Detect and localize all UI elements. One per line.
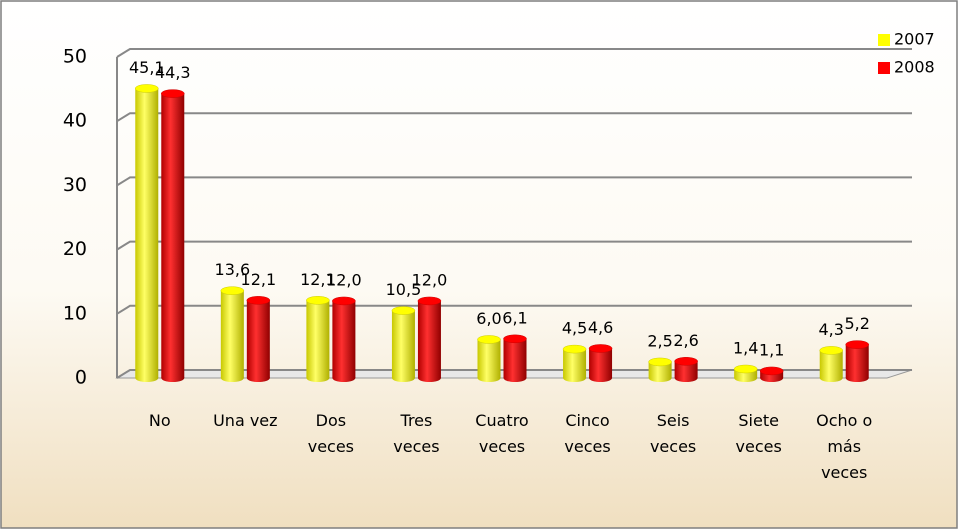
y-tick-label: 0 [75,367,87,389]
value-label: 12,0 [412,270,448,289]
value-label: 1,4 [733,339,758,358]
x-tick-label: Dos veces [307,411,355,456]
value-label: 4,6 [588,318,613,337]
bar-cap [246,296,271,305]
bar [135,88,159,378]
y-tick-label: 40 [63,110,87,132]
value-label: 44,3 [155,63,191,82]
bar-base [734,374,758,382]
grid-line [116,48,912,58]
bar-base [648,374,672,382]
x-tick-label: Seis veces [649,411,697,456]
x-tick-label: Siete veces [735,411,782,456]
x-tick-label: Cinco veces [564,411,611,456]
x-tick-label: No [148,411,171,430]
bar [819,350,843,378]
grid-line [116,176,912,187]
value-label: 12,1 [300,270,336,289]
bar-cap [135,84,159,93]
bar [306,300,330,378]
value-label: 13,6 [215,260,251,279]
value-label: 2,5 [647,331,672,350]
bar-base [246,374,270,382]
x-tick-label: Tres veces [393,411,440,456]
bar-base [563,374,587,382]
value-label: 10,5 [386,280,422,299]
bar-cap [674,357,698,366]
bar-cap [161,89,185,98]
x-tick-label: Una vez [213,411,278,430]
value-label: 4,5 [562,319,587,338]
bar-base [760,374,784,382]
bar-cap [477,335,501,344]
value-label: 6,1 [502,308,527,327]
x-tick-label: Ocho o más veces [816,411,873,482]
bar [220,290,244,378]
bar-base [503,374,527,382]
value-label: 45,1 [129,58,165,77]
bar-base [306,374,330,382]
bar-cap [733,364,758,374]
bar-cap [648,357,672,367]
bar-cap [819,346,843,355]
bar [332,300,356,378]
bar [648,361,672,378]
bar [589,348,613,378]
bar-base [161,374,185,382]
bar [674,361,698,378]
bar [734,369,758,378]
value-label: 6,0 [476,309,501,328]
bar [563,349,587,378]
value-label: 12,1 [241,270,277,289]
bar [845,344,869,378]
value-label: 5,2 [844,314,869,333]
value-label: 12,0 [326,270,362,289]
bar-base [674,374,698,382]
bar [417,300,441,378]
bar-base [220,374,244,382]
bar [477,339,501,378]
bar-cap [306,296,330,305]
bar-cap [332,296,356,306]
bar-base [135,374,159,382]
bar-base [845,374,869,382]
y-tick-label: 50 [63,46,87,68]
bar-cap [588,344,613,353]
bar-base [589,374,613,382]
bar [246,300,270,378]
value-label: 1,1 [759,340,784,359]
bar-cap [417,296,442,306]
bar-cap [759,366,784,376]
bar-base [477,374,501,382]
y-tick-label: 30 [63,174,87,196]
y-tick-label: 20 [63,238,87,260]
bar [391,310,415,378]
grid-line [116,304,912,315]
grid-line [116,240,912,251]
bar-cap [220,286,245,295]
value-label: 2,6 [673,331,698,350]
bar-cap [845,340,869,349]
legend-label: 2007 [894,30,935,49]
grid-line [116,112,912,123]
bar [503,338,527,378]
bar-cap [503,334,527,344]
value-label: 4,3 [818,320,843,339]
bar-base [332,374,356,382]
bar-base [391,374,415,382]
bar-cap [562,344,587,354]
y-tick-label: 10 [63,302,87,324]
legend-swatch [878,34,890,46]
bar-base [819,374,843,382]
legend-swatch [878,62,890,74]
bar-base [417,374,441,382]
x-tick-label: Cuatro veces [475,411,529,456]
bar [161,93,185,379]
bar-cap [391,306,416,315]
legend-label: 2008 [894,58,935,77]
